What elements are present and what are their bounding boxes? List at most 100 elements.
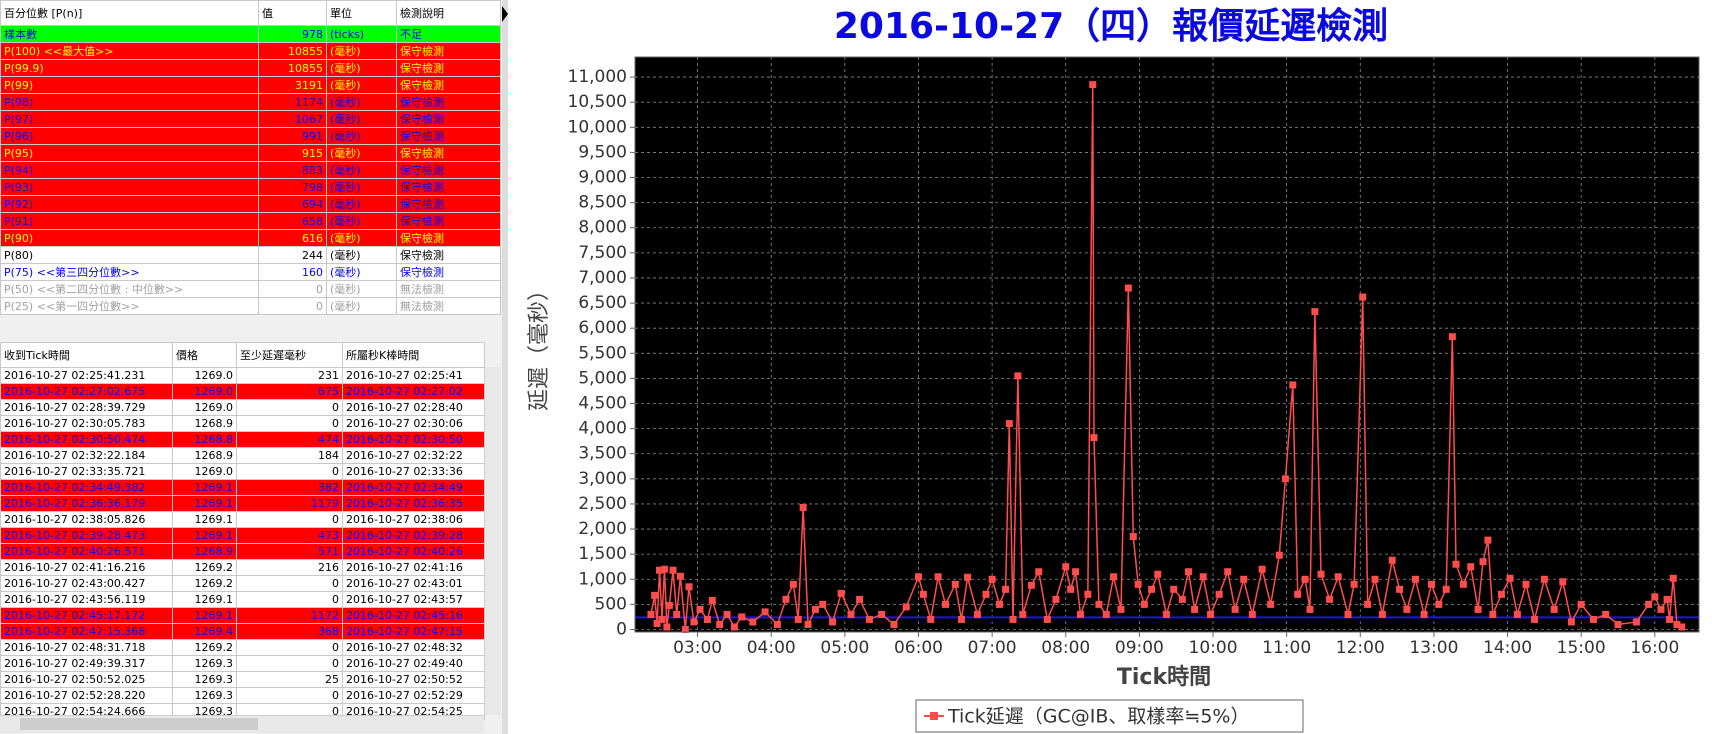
data-point — [1224, 568, 1232, 576]
table-cell: 2016-10-27 02:40:26 — [342, 543, 485, 560]
scroll-thumb[interactable] — [20, 718, 258, 730]
header[interactable]: 檢測說明 — [396, 0, 501, 26]
table-cell: (毫秒) — [326, 93, 397, 111]
data-point — [1154, 570, 1162, 578]
header[interactable]: 百分位數 [P(n)] — [0, 0, 259, 26]
table-row[interactable]: 2016-10-27 02:27:02.675 1269.0 675 2016-10-… — [0, 383, 485, 400]
table-row[interactable]: P(95) 915 (毫秒) 保守檢測 — [0, 144, 501, 162]
data-point — [1420, 610, 1428, 618]
table-row[interactable]: P(93) 798 (毫秒) 保守檢測 — [0, 178, 501, 196]
data-point — [1474, 605, 1482, 613]
table-row[interactable]: P(92) 694 (毫秒) 保守檢測 — [0, 195, 501, 213]
table-row[interactable]: 2016-10-27 02:33:35.721 1269.0 0 2016-10-27… — [0, 463, 485, 480]
table-row[interactable]: P(96) 991 (毫秒) 保守檢測 — [0, 127, 501, 145]
table-cell: 978 — [258, 25, 327, 43]
table-cell: P(99) — [0, 76, 259, 94]
table-row[interactable]: 2016-10-27 02:47:15.368 1269.4 368 2016-10-… — [0, 623, 485, 640]
table-row[interactable]: 2016-10-27 02:50:52.025 1269.3 25 2016-10-2… — [0, 671, 485, 688]
data-point — [730, 623, 738, 631]
table-cell: 2016-10-27 02:47:15.368 — [0, 623, 173, 640]
table-cell: P(97) — [0, 110, 259, 128]
table-row[interactable]: 2016-10-27 02:34:49.382 1269.1 382 2016-10-… — [0, 479, 485, 496]
y-tick-label: 3,500 — [578, 444, 627, 464]
table-cell: 0 — [236, 639, 343, 656]
table-row[interactable]: 2016-10-27 02:36:36.179 1269.1 1179 2016-10… — [0, 495, 485, 512]
table-row[interactable]: 2016-10-27 02:30:50.474 1268.8 474 2016-10-… — [0, 431, 485, 448]
table-row[interactable]: 2016-10-27 02:45:17.172 1269.1 1172 2016-10… — [0, 607, 485, 624]
data-point — [663, 623, 671, 631]
table-row[interactable]: 2016-10-27 02:28:39.729 1269.0 0 2016-10-27… — [0, 399, 485, 416]
y-tick-label: 8,500 — [578, 193, 627, 213]
header[interactable]: 單位 — [326, 0, 397, 26]
data-point — [1326, 595, 1334, 603]
table-cell: (毫秒) — [326, 144, 397, 162]
table-row[interactable]: P(80) 244 (毫秒) 保守檢測 — [0, 246, 501, 264]
data-point — [919, 590, 927, 598]
table-row[interactable]: 2016-10-27 02:30:05.783 1268.9 0 2016-10-27… — [0, 415, 485, 432]
x-tick-label: 04:00 — [747, 638, 796, 658]
data-point — [1191, 605, 1199, 613]
table-cell: 1269.1 — [172, 527, 237, 544]
header[interactable]: 至少延遲毫秒 — [236, 342, 343, 368]
table-cell: 915 — [258, 144, 327, 162]
table-row[interactable]: 2016-10-27 02:40:26.571 1268.9 571 2016-10-… — [0, 543, 485, 560]
header[interactable]: 收到Tick時間 — [0, 342, 173, 368]
table-row[interactable]: 2016-10-27 02:52:28.220 1269.3 0 2016-10-27… — [0, 687, 485, 704]
table-cell: 798 — [258, 178, 327, 196]
header[interactable]: 值 — [258, 0, 327, 26]
table-cell: 保守檢測 — [396, 110, 501, 128]
table-row[interactable]: 2016-10-27 02:43:00.427 1269.2 0 2016-10-27… — [0, 575, 485, 592]
table-row[interactable]: 2016-10-27 02:49:39.317 1269.3 0 2016-10-27… — [0, 655, 485, 672]
x-tick-label: 15:00 — [1557, 638, 1606, 658]
table-cell: 2016-10-27 02:36:36.179 — [0, 495, 173, 512]
data-point — [1076, 610, 1084, 618]
table-row[interactable]: P(98) 1174 (毫秒) 保守檢測 — [0, 93, 501, 111]
table-cell: 2016-10-27 02:34:49 — [342, 479, 485, 496]
splitter[interactable] — [502, 0, 508, 734]
y-tick-label: 1,000 — [578, 569, 627, 589]
data-point — [1281, 475, 1289, 483]
table-cell: 1269.3 — [172, 687, 237, 704]
v-scrollbar[interactable] — [484, 367, 501, 715]
table-row[interactable]: 2016-10-27 02:32:22.184 1268.9 184 2016-10-… — [0, 447, 485, 464]
table-row[interactable]: P(99.9) 10855 (毫秒) 保守檢測 — [0, 59, 501, 77]
table-row[interactable]: 2016-10-27 02:48:31.718 1269.2 0 2016-10-27… — [0, 639, 485, 656]
data-point — [773, 620, 781, 628]
table-row[interactable]: P(90) 616 (毫秒) 保守檢測 — [0, 229, 501, 247]
h-scrollbar[interactable] — [0, 715, 484, 733]
table-row[interactable]: P(75) <<第三四分位數>> 160 (毫秒) 保守檢測 — [0, 263, 501, 281]
table-row[interactable]: 2016-10-27 02:39:28.473 1269.1 473 2016-10-… — [0, 527, 485, 544]
table-row[interactable]: P(25) <<第一四分位數>> 0 (毫秒) 無法檢測 — [0, 297, 501, 315]
y-tick-label: 6,500 — [578, 293, 627, 313]
data-point — [1577, 600, 1585, 608]
table-cell: 2016-10-27 02:43:00.427 — [0, 575, 173, 592]
table-row[interactable]: 2016-10-27 02:38:05.826 1269.1 0 2016-10-27… — [0, 511, 485, 528]
data-point — [1043, 615, 1051, 623]
x-tick-label: 08:00 — [1041, 638, 1090, 658]
table-row[interactable]: 2016-10-27 02:25:41.231 1269.0 231 2016-10-… — [0, 367, 485, 384]
header[interactable]: 價格 — [172, 342, 237, 368]
header[interactable]: 所屬秒K棒時間 — [342, 342, 485, 368]
data-point — [799, 503, 807, 511]
data-point — [1550, 605, 1558, 613]
data-point — [653, 619, 661, 627]
table-row[interactable]: P(50) <<第二四分位數 : 中位數>> 0 (毫秒) 無法檢測 — [0, 280, 501, 298]
data-point — [811, 605, 819, 613]
table-row[interactable]: 2016-10-27 02:43:56.119 1269.1 0 2016-10-27… — [0, 591, 485, 608]
table-row[interactable]: P(97) 1067 (毫秒) 保守檢測 — [0, 110, 501, 128]
data-point — [902, 603, 910, 611]
table-row[interactable]: P(94) 883 (毫秒) 保守檢測 — [0, 161, 501, 179]
table-cell: (毫秒) — [326, 76, 397, 94]
y-tick-label: 2,500 — [578, 494, 627, 514]
data-point — [982, 590, 990, 598]
data-point — [658, 615, 666, 623]
table-cell: 184 — [236, 447, 343, 464]
table-row[interactable]: 2016-10-27 02:41:16.216 1269.2 216 2016-10-… — [0, 559, 485, 576]
table-cell: 保守檢測 — [396, 42, 501, 60]
table-row[interactable]: 樣本數 978 (ticks) 不足 — [0, 25, 501, 43]
data-point — [847, 610, 855, 618]
table-row[interactable]: P(91) 658 (毫秒) 保守檢測 — [0, 212, 501, 230]
table-cell: P(93) — [0, 178, 259, 196]
table-row[interactable]: P(100) <<最大值>> 10855 (毫秒) 保守檢測 — [0, 42, 501, 60]
table-row[interactable]: P(99) 3191 (毫秒) 保守檢測 — [0, 76, 501, 94]
